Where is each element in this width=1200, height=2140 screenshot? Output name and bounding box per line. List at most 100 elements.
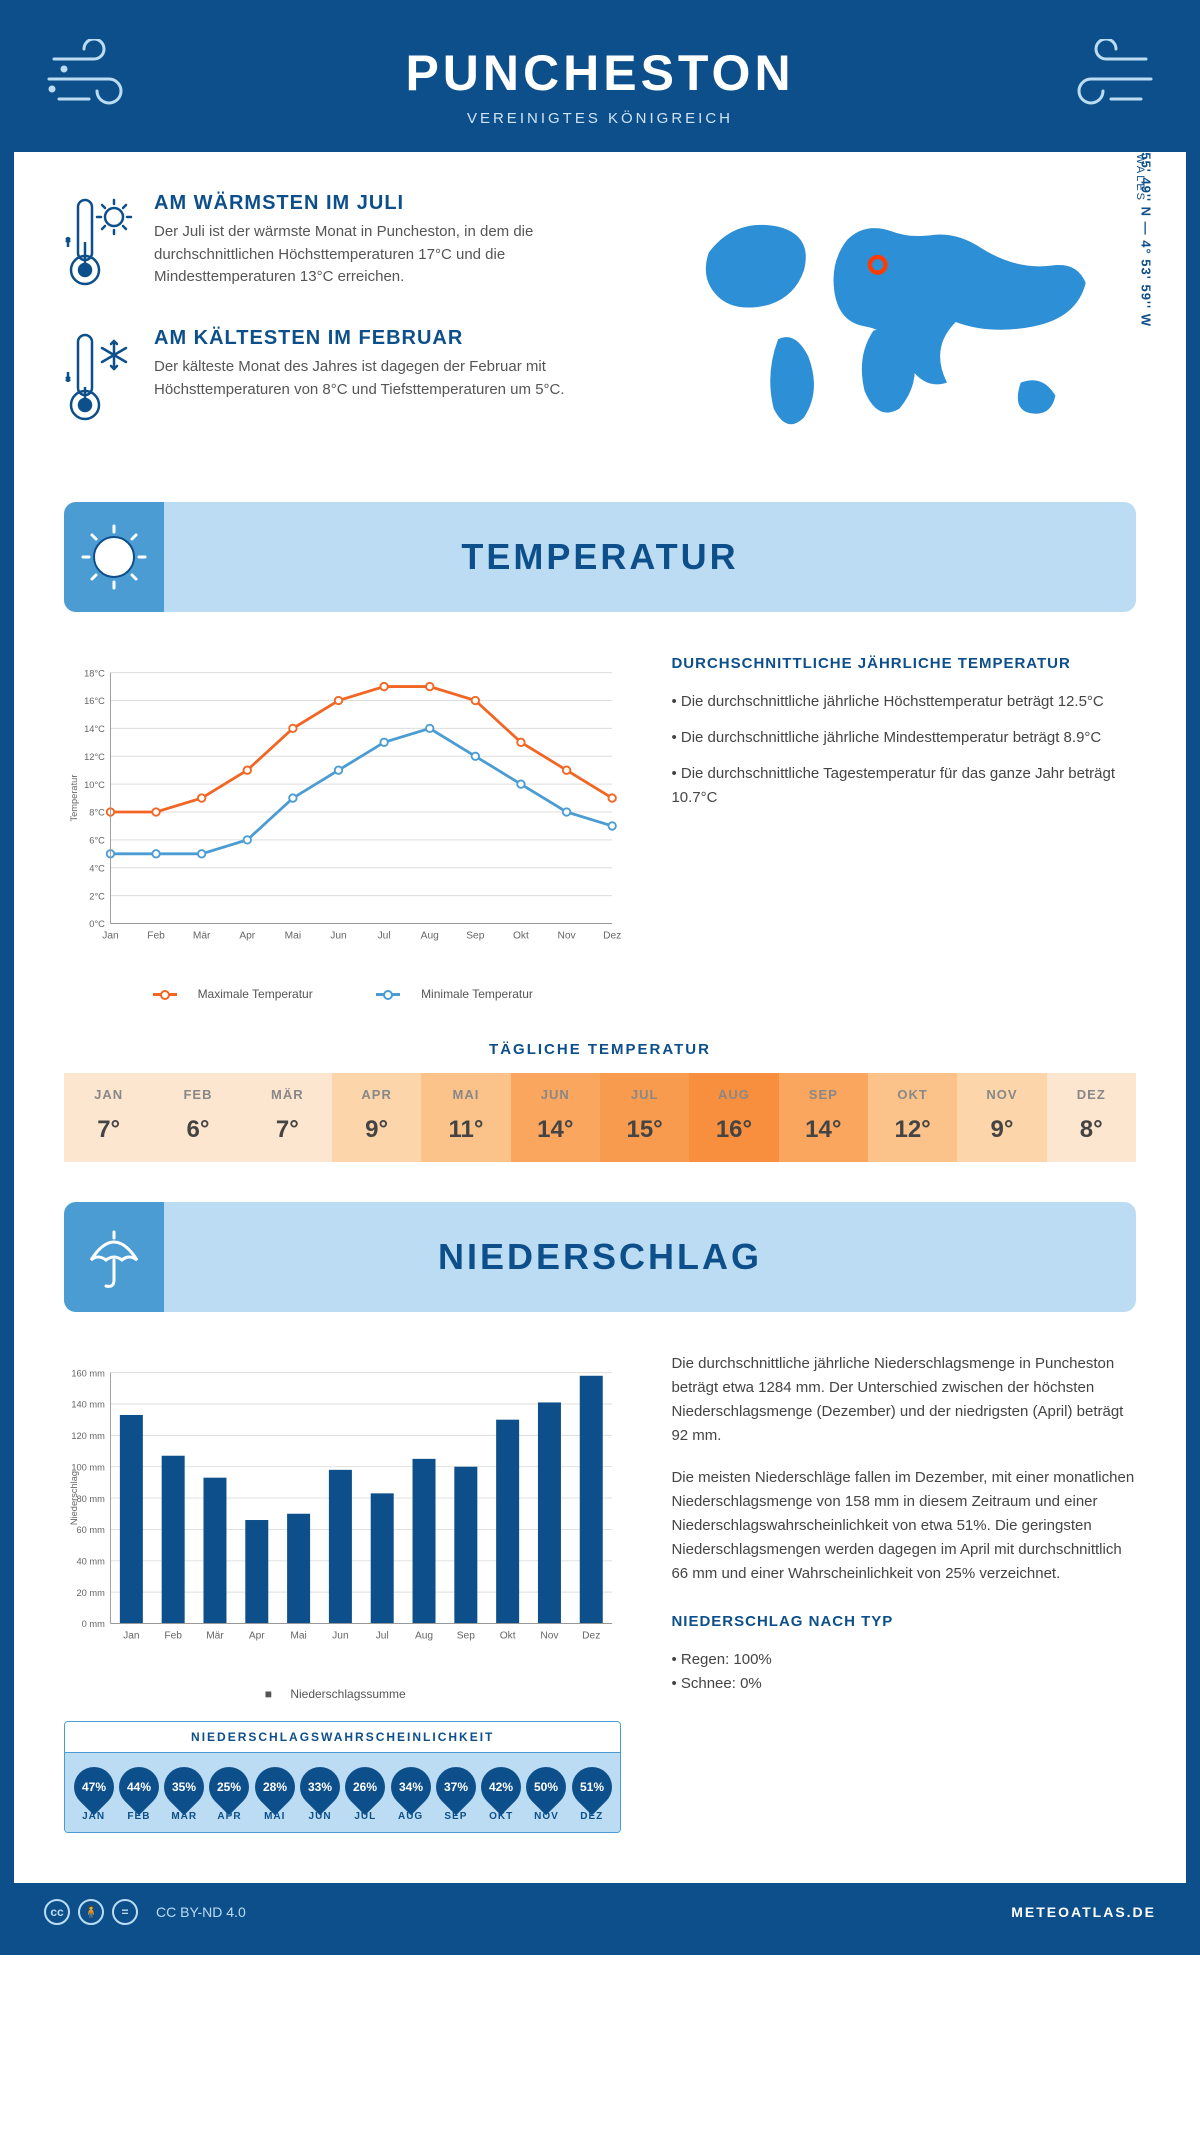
world-map (645, 192, 1136, 452)
nd-icon: = (112, 1899, 138, 1925)
intro-section: AM WÄRMSTEN IM JULI Der Juli ist der wär… (14, 152, 1186, 502)
svg-text:Apr: Apr (239, 930, 255, 941)
prob-cell: 37%SEP (433, 1767, 478, 1822)
svg-text:Sep: Sep (466, 930, 484, 941)
svg-text:Mär: Mär (193, 930, 211, 941)
temperature-legend: Maximale Temperatur Minimale Temperatur (64, 987, 621, 1001)
svg-text:Feb: Feb (147, 930, 165, 941)
prob-cell: 51%DEZ (569, 1767, 614, 1822)
prob-cell: 25%APR (207, 1767, 252, 1822)
svg-text:160 mm: 160 mm (71, 1368, 105, 1378)
fact-coldest: AM KÄLTESTEN IM FEBRUAR Der kälteste Mon… (64, 327, 605, 432)
svg-text:18°C: 18°C (84, 668, 105, 678)
legend-min-label: Minimale Temperatur (421, 987, 533, 1001)
svg-text:140 mm: 140 mm (71, 1400, 105, 1410)
svg-text:Dez: Dez (603, 930, 621, 941)
svg-text:Okt: Okt (513, 930, 529, 941)
temperature-title: TEMPERATUR (461, 536, 738, 578)
precip-type-1: • Regen: 100% (671, 1648, 1136, 1672)
svg-text:2°C: 2°C (89, 891, 105, 901)
svg-text:100 mm: 100 mm (71, 1462, 105, 1472)
precip-title: NIEDERSCHLAG (438, 1236, 762, 1278)
prob-cell: 26%JUL (343, 1767, 388, 1822)
daily-cell: MAI11° (421, 1073, 510, 1162)
svg-text:Jul: Jul (376, 1630, 389, 1641)
svg-text:Aug: Aug (421, 930, 439, 941)
svg-text:Dez: Dez (582, 1630, 600, 1641)
svg-text:14°C: 14°C (84, 724, 105, 734)
daily-cell: JUL15° (600, 1073, 689, 1162)
svg-text:10°C: 10°C (84, 780, 105, 790)
fact-warmest-title: AM WÄRMSTEN IM JULI (154, 192, 605, 215)
avg-bullet-3: • Die durchschnittliche Tagestemperatur … (671, 762, 1136, 810)
license-block: cc 🧍 = CC BY-ND 4.0 (44, 1899, 246, 1925)
svg-text:4°C: 4°C (89, 863, 105, 873)
svg-text:0 mm: 0 mm (82, 1619, 105, 1629)
by-icon: 🧍 (78, 1899, 104, 1925)
svg-text:20 mm: 20 mm (77, 1588, 106, 1598)
svg-text:Okt: Okt (500, 1630, 516, 1641)
temperature-row: 0°C2°C4°C6°C8°C10°C12°C14°C16°C18°CJanFe… (14, 612, 1186, 1021)
avg-bullet-2: • Die durchschnittliche jährliche Mindes… (671, 726, 1136, 750)
svg-text:Jun: Jun (332, 1630, 349, 1641)
location-subtitle: VEREINIGTES KÖNIGREICH (34, 110, 1166, 127)
daily-cell: DEZ8° (1047, 1073, 1136, 1162)
fact-coldest-title: AM KÄLTESTEN IM FEBRUAR (154, 327, 605, 350)
precip-summary: Die durchschnittliche jährliche Niedersc… (671, 1352, 1136, 1833)
precip-probability-box: NIEDERSCHLAGSWAHRSCHEINLICHKEIT 47%JAN44… (64, 1721, 621, 1833)
svg-text:Nov: Nov (557, 930, 576, 941)
precip-type-title: NIEDERSCHLAG NACH TYP (671, 1610, 1136, 1634)
prob-cell: 47%JAN (71, 1767, 116, 1822)
license-text: CC BY-ND 4.0 (156, 1904, 246, 1920)
svg-text:80 mm: 80 mm (77, 1494, 106, 1504)
thermometer-snow-icon (64, 327, 134, 432)
prob-cell: 42%OKT (479, 1767, 524, 1822)
cc-icon: cc (44, 1899, 70, 1925)
precip-banner: NIEDERSCHLAG (64, 1202, 1136, 1312)
precip-type-2: • Schnee: 0% (671, 1672, 1136, 1696)
daily-cell: MÄR7° (243, 1073, 332, 1162)
map-area: WALES 51° 55' 49'' N — 4° 53' 59'' W (645, 192, 1136, 462)
wind-icon-right (1056, 39, 1156, 119)
prob-cell: 44%FEB (116, 1767, 161, 1822)
thermometer-sun-icon (64, 192, 134, 297)
precip-chart: 0 mm20 mm40 mm60 mm80 mm100 mm120 mm140 … (64, 1352, 621, 1672)
svg-text:16°C: 16°C (84, 696, 105, 706)
wind-icon-left (44, 39, 144, 119)
daily-cell: SEP14° (779, 1073, 868, 1162)
prob-cell: 33%JUN (297, 1767, 342, 1822)
brand-label: METEOATLAS.DE (1011, 1904, 1156, 1920)
svg-text:Mär: Mär (206, 1630, 224, 1641)
precip-para-2: Die meisten Niederschläge fallen im Deze… (671, 1466, 1136, 1586)
svg-text:Feb: Feb (164, 1630, 182, 1641)
svg-text:Mai: Mai (290, 1630, 306, 1641)
fact-warmest-text: Der Juli ist der wärmste Monat in Punche… (154, 221, 605, 289)
page: PUNCHESTON VEREINIGTES KÖNIGREICH (0, 0, 1200, 1955)
svg-text:8°C: 8°C (89, 808, 105, 818)
prob-cell: 50%NOV (524, 1767, 569, 1822)
daily-cell: APR9° (332, 1073, 421, 1162)
temperature-chart: 0°C2°C4°C6°C8°C10°C12°C14°C16°C18°CJanFe… (64, 652, 621, 1001)
svg-text:60 mm: 60 mm (77, 1525, 106, 1535)
daily-cell: NOV9° (957, 1073, 1046, 1162)
fact-coldest-text: Der kälteste Monat des Jahres ist dagege… (154, 356, 605, 401)
prob-cell: 28%MAI (252, 1767, 297, 1822)
daily-temp-title: TÄGLICHE TEMPERATUR (14, 1041, 1186, 1058)
svg-text:Jun: Jun (330, 930, 347, 941)
svg-text:Nov: Nov (540, 1630, 559, 1641)
daily-cell: JUN14° (511, 1073, 600, 1162)
daily-cell: JAN7° (64, 1073, 153, 1162)
daily-cell: FEB6° (153, 1073, 242, 1162)
precip-prob-title: NIEDERSCHLAGSWAHRSCHEINLICHKEIT (65, 1722, 620, 1753)
daily-cell: OKT12° (868, 1073, 957, 1162)
precip-chart-box: 0 mm20 mm40 mm60 mm80 mm100 mm120 mm140 … (64, 1352, 621, 1833)
svg-text:Mai: Mai (285, 930, 301, 941)
svg-text:120 mm: 120 mm (71, 1431, 105, 1441)
svg-text:Jan: Jan (123, 1630, 140, 1641)
svg-text:6°C: 6°C (89, 836, 105, 846)
svg-text:Aug: Aug (415, 1630, 433, 1641)
svg-text:0°C: 0°C (89, 919, 105, 929)
svg-text:Jul: Jul (378, 930, 391, 941)
footer: cc 🧍 = CC BY-ND 4.0 METEOATLAS.DE (14, 1883, 1186, 1941)
precip-para-1: Die durchschnittliche jährliche Niedersc… (671, 1352, 1136, 1448)
